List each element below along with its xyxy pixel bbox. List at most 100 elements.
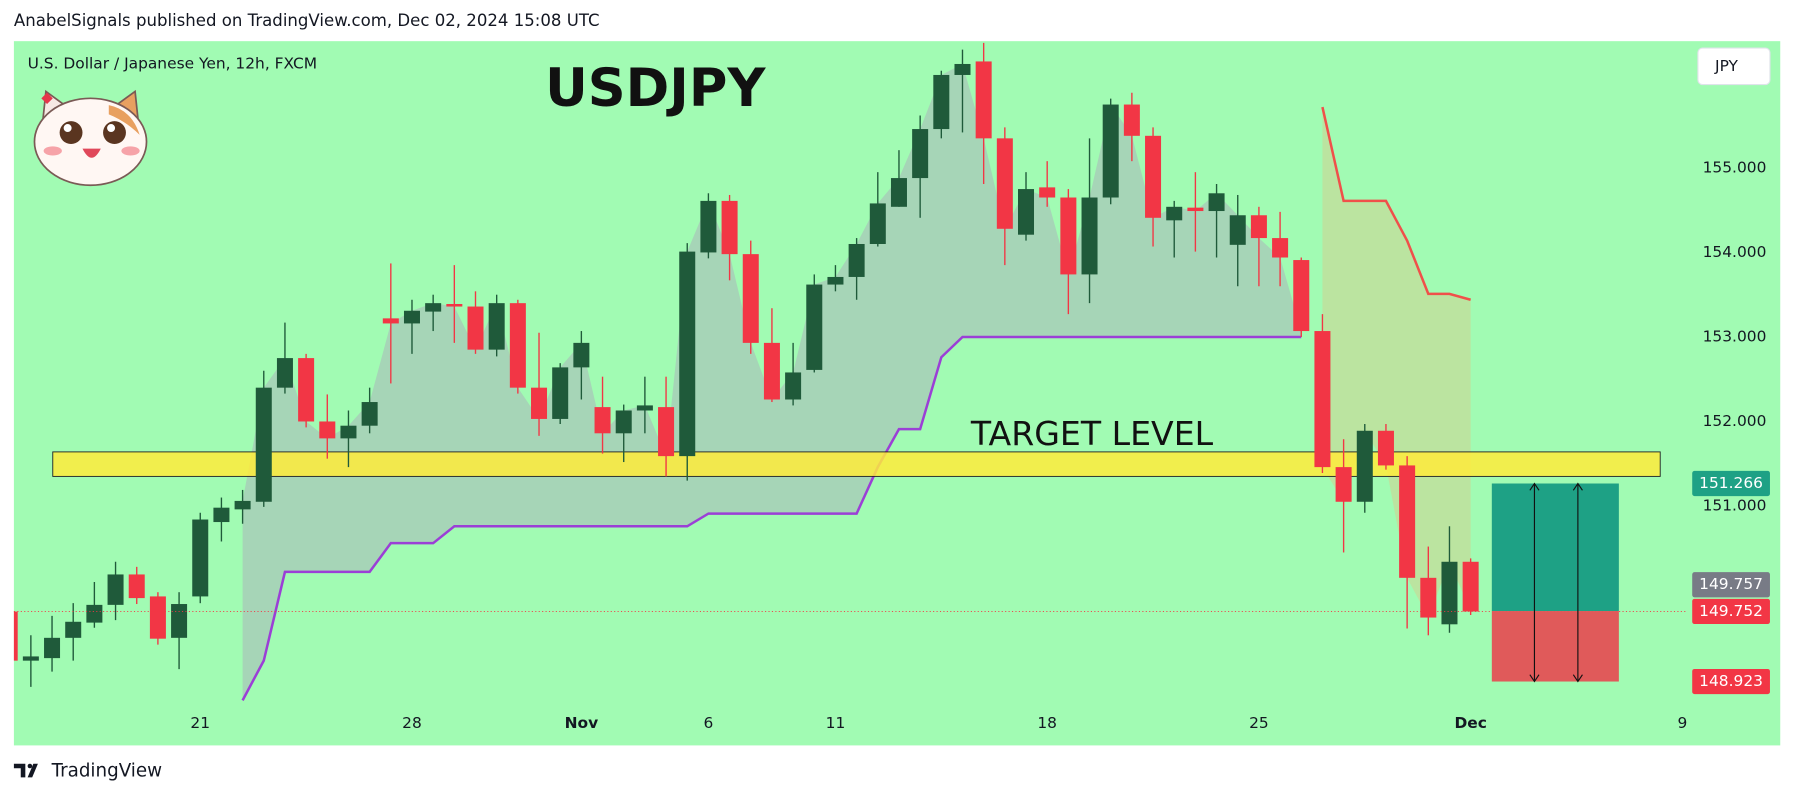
candle-body (1293, 260, 1310, 332)
footer-brand: TradingView (51, 761, 163, 782)
candle-body (1377, 430, 1394, 466)
candle-body (594, 407, 611, 434)
candle-body (848, 243, 865, 277)
profit-zone (1491, 483, 1619, 612)
x-tick-label: 25 (1249, 714, 1269, 732)
target-level-label: TARGET LEVEL (970, 414, 1214, 453)
currency-button[interactable] (1697, 47, 1771, 86)
price-tag-label: 149.752 (1699, 602, 1763, 620)
x-tick-label: 11 (826, 714, 846, 732)
candle-body (403, 310, 420, 324)
candle-body (488, 303, 505, 350)
candle-body (107, 574, 124, 605)
candle-body (615, 410, 632, 434)
plot-area (13, 42, 1661, 701)
indicator-line (1321, 106, 1471, 301)
candle-body (1208, 193, 1225, 212)
candle-body (1250, 215, 1267, 239)
candle-body (763, 342, 780, 400)
y-tick-label: 151.000 (1703, 496, 1767, 514)
candle-body (742, 254, 759, 343)
candle-body (382, 318, 399, 324)
candle-body (298, 358, 315, 422)
candle-body (86, 604, 103, 623)
price-tag-label: 151.266 (1699, 474, 1763, 492)
indicator-line (241, 335, 1302, 701)
price-tag-label: 149.757 (1699, 575, 1763, 593)
candle-body (1462, 561, 1479, 612)
candle-body (933, 74, 950, 130)
candle-body (171, 604, 188, 638)
candle-body (869, 203, 886, 244)
price-tag-label: 148.923 (1699, 672, 1763, 690)
loss-zone (1491, 611, 1619, 682)
y-tick-label: 153.000 (1703, 327, 1767, 345)
candle-body (573, 342, 590, 368)
y-tick-label: 155.000 (1703, 158, 1767, 176)
x-tick-label: Nov (565, 714, 599, 732)
currency-label: JPY (1714, 57, 1739, 75)
candle-body (509, 303, 526, 388)
x-tick-label: 28 (402, 714, 422, 732)
candle-body (658, 407, 675, 457)
y-tick-label: 152.000 (1703, 412, 1767, 430)
y-tick-label: 154.000 (1703, 243, 1767, 261)
arrow-head (1529, 482, 1540, 683)
publish-header: AnabelSignals published on TradingView.c… (14, 11, 600, 30)
candle-body (234, 500, 251, 510)
x-tick-label: Dec (1454, 714, 1486, 732)
candle-body (319, 421, 336, 439)
candle-body (467, 306, 484, 350)
candle-body (340, 425, 357, 439)
candle-body (700, 200, 717, 253)
candle-body (1187, 207, 1204, 212)
candle-body (1081, 197, 1098, 275)
candle-body (13, 611, 18, 661)
candle-body (679, 251, 696, 457)
price-tag (1692, 598, 1770, 625)
candle-body (65, 621, 82, 638)
candle-body (1335, 467, 1352, 502)
x-tick-label: 21 (190, 714, 210, 732)
x-tick-label: 9 (1677, 714, 1687, 732)
candle-body (425, 303, 442, 312)
candle-body (1229, 215, 1246, 245)
candle-body (975, 61, 992, 139)
candle-body (1039, 187, 1056, 198)
indicator-fill (242, 63, 1302, 701)
arrow-head (1572, 482, 1583, 683)
candle-body (1166, 206, 1183, 221)
candle-body (22, 656, 39, 661)
candle-body (890, 178, 907, 207)
candle-body (552, 367, 569, 419)
candle-body (1060, 197, 1077, 275)
candle-body (806, 284, 823, 370)
symbol-info: U.S. Dollar / Japanese Yen, 12h, FXCM (28, 55, 317, 73)
price-tag (1692, 668, 1770, 695)
candle-body (255, 387, 272, 502)
candle-body (1145, 135, 1162, 218)
candle-body (1102, 104, 1119, 198)
price-tag (1692, 470, 1770, 497)
candle-body (1441, 561, 1458, 625)
candle-body (361, 402, 378, 426)
indicator-fill (1322, 107, 1471, 618)
candle-body (1420, 577, 1437, 618)
candle-body (996, 138, 1013, 229)
overlay (13, 482, 1687, 683)
x-tick-label: 18 (1037, 714, 1057, 732)
candle-body (954, 63, 971, 75)
candle-body (149, 596, 166, 639)
candle-body (1356, 430, 1373, 502)
candle-body (192, 519, 209, 597)
candle-body (1272, 238, 1289, 258)
candle-body (785, 372, 802, 400)
candle-body (213, 507, 230, 523)
x-tick-label: 6 (704, 714, 714, 732)
candle-body (912, 129, 929, 179)
candle-body (1123, 104, 1140, 136)
candle-body (531, 387, 548, 419)
price-tag (1692, 572, 1770, 598)
mascot (33, 89, 148, 187)
